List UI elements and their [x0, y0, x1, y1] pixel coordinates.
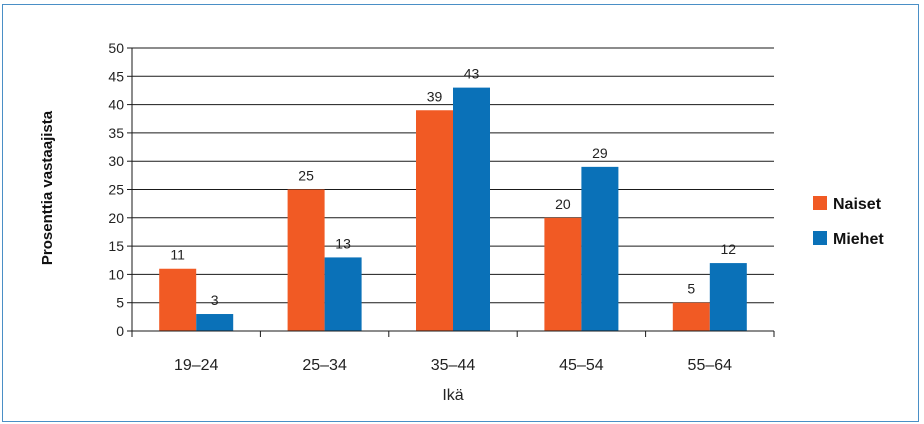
- bar-miehet-3: [581, 166, 619, 331]
- x-category-label: 19–24: [174, 357, 219, 374]
- data-label: 43: [464, 66, 480, 82]
- bar-miehet-2: [453, 87, 490, 332]
- bar-naiset-1: [287, 189, 325, 331]
- bar-miehet-0: [196, 314, 234, 331]
- data-label: 20: [555, 196, 571, 212]
- bars: [159, 87, 747, 332]
- y-tick-label: 30: [108, 153, 124, 169]
- x-axis-categories: 19–24 25–34 35–44 45–54 55–64: [174, 357, 732, 374]
- bar-miehet-1: [324, 257, 362, 331]
- y-tick-label: 20: [108, 210, 124, 226]
- bar-miehet-4: [709, 263, 747, 331]
- y-tick-label: 45: [108, 68, 124, 84]
- y-tick-label: 35: [108, 125, 124, 141]
- bar-naiset-3: [544, 217, 582, 331]
- y-tick-label: 5: [116, 295, 124, 311]
- x-axis: [131, 330, 775, 337]
- bar-naiset-4: [672, 302, 710, 331]
- legend-swatch-naiset: [813, 196, 827, 210]
- y-tick-label: 25: [108, 182, 124, 198]
- y-tick-label: 50: [108, 40, 124, 56]
- legend: Naiset Miehet: [813, 196, 884, 248]
- y-tick-label: 15: [108, 238, 124, 254]
- data-label: 5: [687, 281, 695, 297]
- data-labels: 11 3 25 13 39 43 20 29 5 12: [170, 66, 736, 308]
- data-label: 12: [721, 241, 737, 257]
- y-tick-label: 10: [108, 266, 124, 282]
- bar-naiset-2: [416, 110, 453, 331]
- data-label: 3: [211, 292, 219, 308]
- data-label: 39: [427, 88, 443, 104]
- legend-label-miehet: Miehet: [833, 231, 884, 248]
- x-category-label: 45–54: [559, 357, 604, 374]
- x-axis-title: Ikä: [442, 387, 463, 404]
- y-tick-label: 40: [108, 97, 124, 113]
- data-label: 25: [298, 168, 314, 184]
- x-category-label: 25–34: [302, 357, 347, 374]
- data-label: 13: [335, 235, 351, 251]
- y-axis-ticks: 0 5 10 15 20 25 30 35 40 45 50: [108, 40, 133, 339]
- data-label: 29: [592, 145, 608, 161]
- y-axis-title: Prosenttia vastaajista: [39, 110, 56, 265]
- bar-naiset-0: [159, 268, 197, 331]
- legend-swatch-miehet: [813, 231, 827, 245]
- data-label: 11: [170, 247, 185, 263]
- legend-label-naiset: Naiset: [833, 196, 882, 213]
- x-category-label: 35–44: [431, 357, 476, 374]
- y-tick-label: 0: [116, 323, 124, 339]
- x-category-label: 55–64: [688, 357, 733, 374]
- gridlines: [132, 47, 774, 304]
